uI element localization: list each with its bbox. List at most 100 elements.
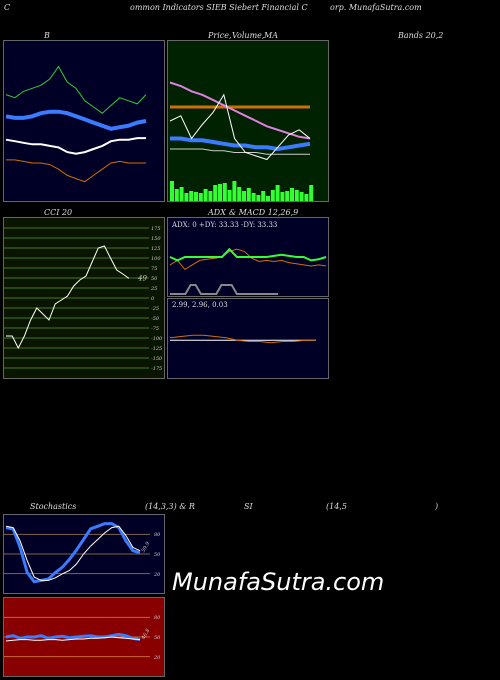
- rsi-title: SI: [244, 502, 253, 511]
- adx-title: ADX: [208, 208, 226, 217]
- volume-bar: [304, 194, 309, 201]
- cci-tick-label: 150: [151, 236, 161, 242]
- volume-bar: [285, 191, 290, 201]
- bollinger-panel: [3, 40, 165, 202]
- cci-tick-label: 0: [151, 296, 155, 302]
- price-volume-panel: [167, 40, 329, 202]
- bollinger-upper-band: [5, 65, 147, 114]
- cci-tick-label: -25: [151, 306, 159, 312]
- volume-bar: [242, 191, 246, 201]
- cci-tick-label: -125: [151, 346, 162, 352]
- price-title-b: Volume,: [232, 31, 265, 40]
- adx-chart: [169, 247, 327, 295]
- bollinger-price-line: [5, 137, 146, 155]
- header-left: C: [4, 3, 11, 12]
- cci-tick-label: 50: [151, 276, 158, 282]
- price-line: [169, 93, 311, 161]
- volume-bar: [256, 195, 261, 201]
- price-title-a: Price,: [208, 31, 232, 40]
- watermark: MunafaSutra.com: [172, 568, 385, 596]
- stoch-last-value: 59.9: [141, 540, 152, 553]
- macd-line: [169, 334, 316, 344]
- cci-tick-label: 125: [151, 246, 161, 252]
- macd-label: 2.99, 2.96, 0.03: [172, 301, 228, 309]
- stoch-chart: 80 50 20 59.9: [4, 522, 161, 584]
- volume-bar: [294, 190, 299, 201]
- cci-tick-label: 100: [151, 256, 161, 262]
- ma-grey-line: [170, 148, 310, 155]
- cci-title: CCI 20: [44, 208, 73, 217]
- cci-tick-label: -75: [151, 326, 159, 332]
- stoch-tick-label: 50: [154, 552, 161, 558]
- stoch-params: (14,3,3) & R: [145, 502, 195, 511]
- volume-bar: [309, 185, 314, 201]
- volume-bar: [198, 193, 203, 201]
- volume-bar: [203, 189, 208, 201]
- volume-bar: [237, 187, 242, 201]
- rsi-line: [5, 632, 141, 642]
- macd-chart: [169, 334, 316, 344]
- bollinger-middle-band: [5, 109, 147, 131]
- cci-tick-label: -100: [151, 336, 163, 342]
- adx-plus-di-line: [169, 247, 327, 262]
- rsi-tick-label: 80: [154, 615, 161, 621]
- stoch-tick-label: 20: [153, 572, 161, 578]
- volume-bar: [261, 191, 266, 201]
- volume-bar: [246, 188, 251, 201]
- price-volume-chart: [169, 81, 314, 201]
- stoch-title: Stochastics: [30, 502, 77, 511]
- rsi-last-value: 46.8: [140, 628, 151, 642]
- volume-bar: [251, 193, 256, 201]
- rsi-chart: 80 50 20 46.8: [4, 615, 161, 661]
- stoch-k-line: [5, 522, 141, 584]
- adx-minus-di-line: [169, 248, 327, 271]
- header-right: orp. MunafaSutra.com: [330, 3, 422, 12]
- bollinger-title: B: [44, 31, 50, 40]
- adx-label: ADX: 0 +DY: 33.33 -DY: 33.33: [172, 221, 278, 229]
- volume-bar: [184, 193, 189, 201]
- rsi-params: (14,5: [326, 502, 347, 511]
- cci-chart: 175 150 125 100 75 50 25 0 -25 -50 -75 -100 -125 -150…: [4, 226, 163, 372]
- volume-bar: [194, 192, 198, 201]
- cci-tick-label: 175: [151, 226, 161, 232]
- stoch-d-line: [5, 525, 141, 581]
- adx-panel: ADX: 0 +DY: 33.33 -DY: 33.33: [167, 217, 329, 297]
- volume-bar: [227, 190, 232, 201]
- stoch-tick-label: 80: [154, 532, 161, 538]
- volume-bar: [266, 196, 270, 201]
- ma-blue-line: [170, 136, 311, 152]
- adx-line: [170, 284, 278, 295]
- volume-bar: [270, 190, 275, 201]
- rsi-signal-line: [5, 636, 141, 642]
- cci-tick-label: -50: [151, 316, 160, 322]
- volume-bar: [174, 189, 179, 201]
- volume-bar: [280, 192, 285, 201]
- volume-bar: [275, 185, 280, 201]
- stoch-panel: 80 50 20 59.9: [3, 514, 165, 594]
- rsi-close: ): [435, 502, 439, 511]
- rsi-panel: 80 50 20 46.8: [3, 597, 165, 677]
- rsi-tick-label: 50: [154, 635, 161, 641]
- volume-bar: [208, 191, 213, 201]
- ma-pink-line: [169, 81, 311, 140]
- volume-bar: [218, 184, 222, 201]
- volume-bar: [290, 188, 294, 201]
- volume-bar: [189, 191, 194, 201]
- price-title-c: MA: [264, 31, 278, 40]
- cci-panel: 175 150 125 100 75 50 25 0 -25 -50 -75 -100 -125 -150…: [3, 217, 165, 379]
- cci-tick-label: -175: [151, 366, 162, 372]
- bollinger-lower-band: [6, 159, 146, 183]
- bollinger-chart: [5, 65, 147, 183]
- macd-panel: 2.99, 2.96, 0.03: [167, 298, 329, 379]
- rsi-tick-label: 20: [153, 655, 161, 661]
- bands-right-title: Bands 20,2: [398, 31, 444, 40]
- volume-bar: [170, 181, 174, 201]
- volume-bar: [299, 192, 304, 201]
- volume-bar: [232, 181, 237, 201]
- header-middle: ommon Indicators SIEB Siebert Financial …: [130, 3, 308, 12]
- cci-line: [6, 245, 130, 350]
- cci-tick-label: 25: [150, 286, 157, 292]
- macd-title: & MACD 12,26,9: [229, 208, 299, 217]
- cci-last-value: 49: [137, 274, 147, 282]
- volume-bar: [213, 185, 218, 201]
